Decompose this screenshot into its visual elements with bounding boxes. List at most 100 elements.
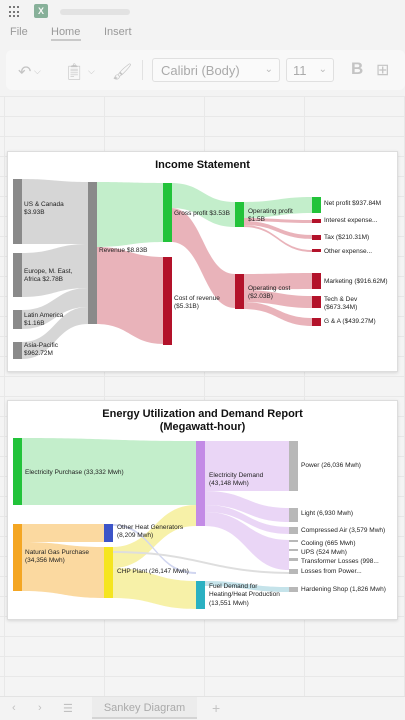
flow-oc-mk (243, 273, 313, 290)
node-label-marketing: Marketing ($916.62M) (324, 278, 388, 285)
flow-eu-revenue (22, 244, 88, 297)
flow-oc-td (243, 290, 313, 308)
flow-op-np (243, 197, 313, 218)
add-sheet-button[interactable]: + (212, 700, 221, 716)
divider (142, 60, 143, 80)
node-label-latin-america: Latin America $1.16B (24, 312, 64, 328)
flow-gp-op (171, 183, 235, 227)
node-tech-dev (312, 296, 321, 308)
flow-op-tax (243, 221, 313, 239)
node-other-heat (104, 524, 113, 542)
node-label-other-heat: Other Heat Generators (8,209 Mwh) (117, 524, 184, 540)
node-label-revenue: Revenue $8.83B (99, 247, 148, 254)
chart-title-line-2: (Megawatt-hour) (159, 421, 246, 433)
node-label-chp-plant: CHP Plant (26,147 Mwh) (117, 568, 189, 575)
sheet-tab-bar: ‹ › ☰ Sankey Diagram + (0, 696, 405, 720)
income-statement-chart[interactable]: Income Statement (7, 151, 398, 372)
flow-chp-fd (112, 568, 196, 609)
node-label-us-canada: US & Canada $3.93B (24, 201, 64, 217)
excel-icon: X (34, 4, 48, 18)
tab-file[interactable]: File (10, 26, 28, 38)
flow-ed-lt (205, 491, 289, 522)
title-bar: X (0, 0, 405, 22)
node-operating-profit (235, 202, 244, 227)
flow-revenue-cor (96, 247, 164, 344)
chevron-down-icon[interactable]: ⌵ (88, 66, 95, 76)
flow-ng-chp (22, 542, 104, 598)
paste-icon[interactable]: 📋︎ (64, 64, 85, 81)
sheet-tab-sankey[interactable]: Sankey Diagram (92, 697, 197, 719)
borders-icon[interactable]: ⊞ (376, 62, 390, 79)
node-asia-pacific (13, 342, 22, 359)
flow-oc-ga (243, 302, 313, 326)
node-label-operating-profit: Operating profit $1.5B (248, 208, 293, 224)
node-label-natural-gas: Natural Gas Purchase (34,356 Mwh) (25, 549, 89, 565)
node-fuel-demand (196, 581, 205, 609)
chevron-left-icon[interactable]: ‹ (12, 702, 16, 714)
income-sankey (13, 179, 321, 359)
font-size-value: 11 (293, 63, 307, 78)
node-label-electricity-demand: Electricity Demand (43,148 Mwh) (209, 472, 264, 488)
node-label-transformer-losses: Transformer Losses (998... (301, 558, 379, 565)
flow-oh-fd (112, 524, 196, 574)
node-label-power: Power (26,036 Mwh) (301, 462, 361, 469)
node-label-europe: Europe, M. East, Africa $2.78B (24, 268, 73, 284)
node-ups (289, 549, 298, 551)
node-light (289, 508, 298, 522)
node-power (289, 441, 298, 491)
active-tab-indicator (51, 39, 81, 41)
node-other-expense (312, 249, 321, 252)
chart-title: Income Statement (155, 159, 250, 171)
energy-utilization-chart[interactable]: Energy Utilization and Demand Report (Me… (7, 400, 398, 620)
node-marketing (312, 273, 321, 289)
flow-ng-oh (22, 524, 104, 542)
node-label-compressed-air: Compressed Air (3,579 Mwh) (301, 527, 386, 534)
flow-ed-small (205, 512, 289, 570)
flow-chp-lp (112, 551, 289, 574)
ribbon-toolbar: ↶ ⌵ 📋︎ ⌵ 🖌︎ Calibri (Body) ⌄ 11 ⌄ B ⊞ (6, 50, 405, 90)
flow-ed-pw (205, 441, 289, 491)
node-us-canada (13, 179, 22, 244)
node-label-g-and-a: G & A ($439.27M) (324, 318, 376, 325)
node-g-and-a (312, 318, 321, 326)
node-electricity-purchase (13, 438, 22, 505)
node-transformer-losses (289, 558, 298, 561)
tab-insert[interactable]: Insert (104, 26, 132, 38)
chart-title: Energy Utilization and Demand Report (Me… (8, 408, 397, 434)
undo-icon[interactable]: ↶ (18, 64, 32, 81)
node-label-tax: Tax ($210.31M) (324, 234, 370, 241)
flow-gp-oc (171, 208, 235, 308)
tab-home[interactable]: Home (51, 26, 81, 38)
format-painter-icon[interactable]: 🖌︎ (112, 64, 133, 81)
flow-revenue-gp (96, 182, 164, 247)
chevron-right-icon[interactable]: › (38, 702, 42, 714)
node-label-ups: UPS (524 Mwh) (301, 549, 347, 556)
chevron-down-icon: ⌄ (264, 64, 273, 75)
node-label-operating-cost: Operating cost ($2.03B) (248, 285, 291, 301)
node-label-hardening-shop: Hardening Shop (1,826 Mwh) (301, 586, 386, 593)
bold-button[interactable]: B (351, 59, 364, 78)
node-label-cooling: Cooling (665 Mwh) (301, 540, 356, 547)
font-name-select[interactable]: Calibri (Body) ⌄ (152, 58, 280, 82)
chart-title-line-1: Energy Utilization and Demand Report (102, 408, 303, 420)
node-label-interest-expense: Interest expense... (324, 217, 378, 224)
node-label-electricity-purchase: Electricity Purchase (33,332 Mwh) (25, 469, 124, 476)
node-cooling (289, 540, 298, 542)
sheet-list-icon[interactable]: ☰ (63, 703, 73, 715)
node-natural-gas (13, 524, 22, 591)
node-revenue (88, 182, 97, 324)
app-launcher-icon[interactable] (9, 6, 21, 18)
node-tax (312, 235, 321, 240)
node-gross-profit (163, 183, 172, 242)
flow-ep-ed (22, 438, 196, 505)
node-label-asia-pacific: Asia-Pacific $962.72M (24, 342, 58, 358)
node-chp-plant (104, 547, 113, 598)
node-latin-america (13, 310, 22, 329)
node-compressed-air (289, 527, 298, 534)
flow-ap-revenue (22, 307, 88, 359)
node-hardening-shop (289, 587, 298, 592)
font-size-select[interactable]: 11 ⌄ (286, 58, 334, 82)
chevron-down-icon[interactable]: ⌵ (34, 66, 41, 76)
node-electricity-demand (196, 441, 205, 526)
flow-us-revenue (22, 179, 88, 244)
